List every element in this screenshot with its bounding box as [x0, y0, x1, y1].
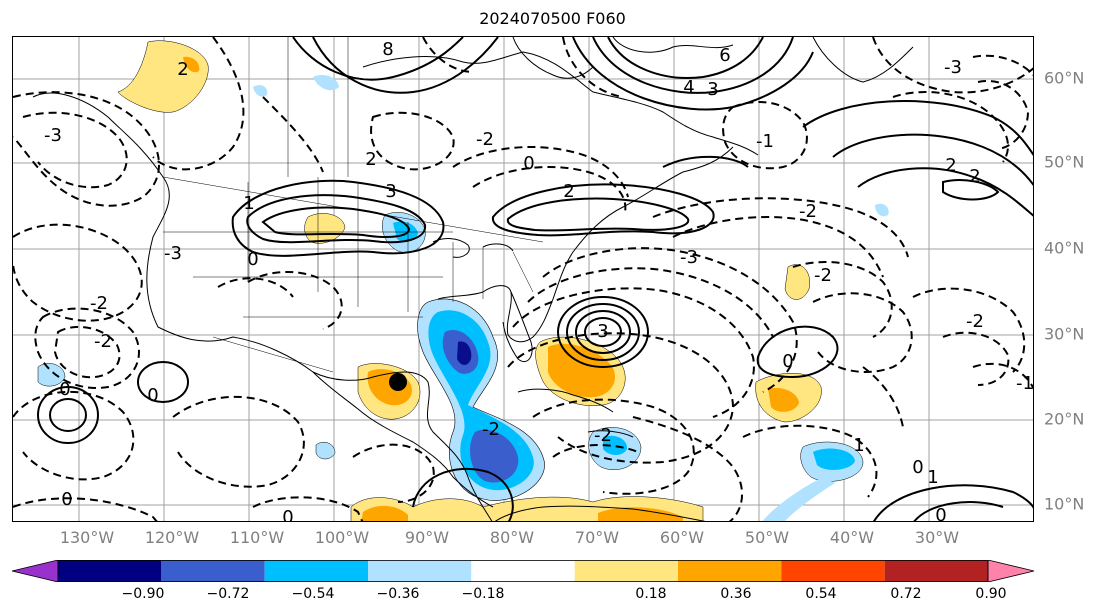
contour-label: 2	[969, 166, 980, 187]
colorbar-segment	[471, 560, 575, 582]
longitude-label: 110°W	[229, 528, 285, 547]
colorbar	[11, 560, 1035, 582]
contour-label: 2	[365, 149, 376, 170]
contour-label: -2	[799, 201, 817, 222]
contour-label: 1	[853, 435, 864, 456]
contour-label: 2	[563, 181, 574, 202]
longitude-label: 50°W	[744, 528, 790, 547]
contour-label: -3	[944, 57, 962, 78]
contour-label: -3	[164, 243, 182, 264]
contour-label: -2	[966, 311, 984, 332]
contour-label: 3	[707, 79, 718, 100]
longitude-label: 60°W	[659, 528, 705, 547]
contour-label: 6	[719, 45, 730, 66]
colorbar-frame	[57, 560, 989, 582]
longitude-label: 100°W	[314, 528, 370, 547]
latitude-label: 20°N	[1044, 409, 1085, 429]
colorbar-tick-label: −0.18	[461, 586, 505, 602]
map-canvas[interactable]: 8 6 4 3 3 3 2 2 2 2 2 1 1 1 0 0 0 0 0 0 …	[13, 37, 1034, 522]
colorbar-segments	[11, 560, 1035, 582]
latitude-label: 40°N	[1044, 238, 1085, 258]
longitude-label: 40°W	[829, 528, 875, 547]
colorbar-tick-label: −0.36	[376, 586, 420, 602]
contour-label: 2	[945, 155, 956, 176]
contour-label: 0	[782, 351, 793, 372]
contour-label: 0	[147, 385, 158, 406]
longitude-label: 130°W	[59, 528, 115, 547]
colorbar-tick-label: −0.54	[291, 586, 335, 602]
colorbar-segment	[264, 560, 368, 582]
contour-label: -1	[1016, 373, 1034, 394]
dashed-contours	[13, 37, 1033, 521]
contour-label: 3	[385, 181, 396, 202]
contour-label: -2	[594, 425, 612, 446]
colorbar-tick-label: 0.54	[805, 586, 837, 602]
colorbar-tick-label: 0.36	[720, 586, 752, 602]
contour-label: -3	[680, 247, 698, 268]
colorbar-tick-label: −0.90	[121, 586, 165, 602]
longitude-label: 80°W	[489, 528, 535, 547]
contour-label: 0	[935, 505, 946, 522]
latitude-label: 10°N	[1044, 494, 1085, 514]
longitude-label: 120°W	[144, 528, 200, 547]
colorbar-segment	[678, 560, 782, 582]
colorbar-segment	[368, 560, 472, 582]
contour-label: 0	[59, 379, 70, 400]
low-center-marker[interactable]	[389, 373, 407, 391]
contour-label: -2	[476, 129, 494, 150]
colorbar-tick-label: 0.90	[975, 586, 1007, 602]
contour-label: 0	[247, 249, 258, 270]
contour-label: 1	[927, 467, 938, 488]
solid-contours	[37, 37, 1033, 521]
contour-label: 0	[523, 153, 534, 174]
colorbar-segment	[781, 560, 885, 582]
contour-label: -1	[756, 131, 774, 152]
colorbar-extend-min	[11, 560, 59, 582]
latitude-label: 30°N	[1044, 324, 1085, 344]
map-panel[interactable]: 8 6 4 3 3 3 2 2 2 2 2 1 1 1 0 0 0 0 0 0 …	[12, 36, 1034, 522]
latitude-label: 60°N	[1044, 68, 1085, 88]
contour-label: -2	[482, 419, 500, 440]
contour-labels: 8 6 4 3 3 3 2 2 2 2 2 1 1 1 0 0 0 0 0 0 …	[44, 39, 1034, 522]
contour-label: -2	[94, 331, 112, 352]
contour-label: -2	[814, 265, 832, 286]
colorbar-tick-label: 0.18	[635, 586, 667, 602]
contour-label: -3	[44, 125, 62, 146]
contour-label: 1	[243, 193, 254, 214]
shaded-field	[37, 40, 889, 521]
map-title: 2024070500 F060	[479, 9, 626, 28]
longitude-label: 30°W	[914, 528, 960, 547]
colorbar-segment	[884, 560, 988, 582]
contour-label: 0	[912, 457, 923, 478]
contour-label: 8	[382, 39, 393, 60]
colorbar-tick-label: −0.72	[206, 586, 250, 602]
contour-label: 4	[683, 77, 694, 98]
political-borders	[162, 37, 544, 373]
contour-label: 3	[597, 321, 608, 342]
contour-label: -2	[90, 293, 108, 314]
colorbar-extend-max	[987, 560, 1035, 582]
latitude-label: 50°N	[1044, 152, 1085, 172]
colorbar-tick-label: 0.72	[890, 586, 922, 602]
longitude-label: 70°W	[574, 528, 620, 547]
contour-label: 2	[177, 59, 188, 80]
longitude-label: 90°W	[404, 528, 450, 547]
colorbar-segment	[574, 560, 678, 582]
contour-label: 0	[282, 507, 293, 522]
colorbar-segment	[161, 560, 265, 582]
contour-label: 0	[61, 489, 72, 510]
colorbar-segment	[58, 560, 162, 582]
